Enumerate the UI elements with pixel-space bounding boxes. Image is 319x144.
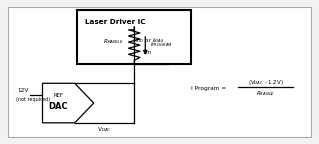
Text: $R_{RANGE}$: $R_{RANGE}$ (256, 89, 275, 98)
Text: Laser Driver IC: Laser Driver IC (85, 19, 146, 25)
Text: $R_{RANGE}$: $R_{RANGE}$ (103, 37, 124, 46)
Text: $I_{PROGRAM}$: $I_{PROGRAM}$ (150, 40, 173, 49)
Text: $V_{DAC}$: $V_{DAC}$ (97, 125, 112, 134)
Text: $(V_{DAC}$ - 1.2V): $(V_{DAC}$ - 1.2V) (248, 78, 283, 87)
Polygon shape (42, 83, 94, 123)
Text: Pin: Pin (144, 50, 152, 55)
Bar (77, 10, 191, 64)
Text: $I_{MOD}$ or $I_{BIAS}$: $I_{MOD}$ or $I_{BIAS}$ (131, 37, 164, 46)
Text: (not required): (not required) (16, 97, 50, 102)
Text: DAC: DAC (48, 102, 68, 111)
Text: REF: REF (53, 93, 63, 98)
Text: 12V: 12V (17, 88, 29, 93)
Text: I Program =: I Program = (191, 86, 228, 91)
